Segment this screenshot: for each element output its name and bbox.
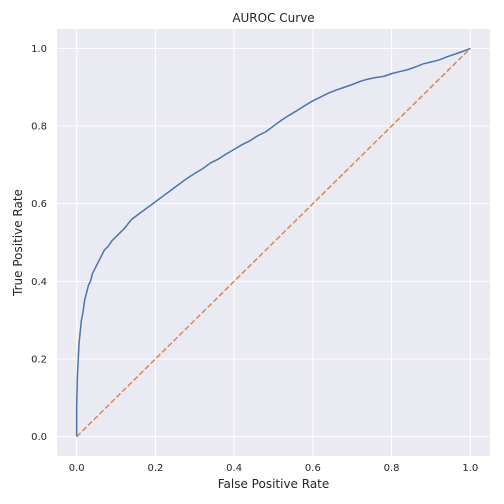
x-tick-label: 0.6 [305,463,321,474]
baseline-series-line [76,47,471,438]
y-tick-label: 0.8 [31,122,47,133]
y-tick-label: 0.0 [31,432,47,443]
x-axis-label: False Positive Rate [218,477,330,491]
y-tick-label: 0.6 [31,199,47,210]
y-tick-label: 0.2 [31,354,47,365]
x-tick-labels: 0.0 0.2 0.4 0.6 0.8 1.0 [69,463,479,474]
x-tick-label: 0.8 [384,463,400,474]
y-tick-labels: 0.0 0.2 0.4 0.6 0.8 1.0 [31,44,47,443]
chart-title: AUROC Curve [232,11,314,25]
x-tick-label: 1.0 [462,463,478,474]
x-tick-label: 0.4 [226,463,242,474]
x-tick-label: 0.2 [147,463,163,474]
y-tick-label: 1.0 [31,44,47,55]
series-layer [75,47,471,438]
roc-series-line [75,47,471,437]
y-tick-label: 0.4 [31,277,47,288]
y-axis-label: True Positive Rate [11,189,25,297]
x-tick-label: 0.0 [69,463,85,474]
